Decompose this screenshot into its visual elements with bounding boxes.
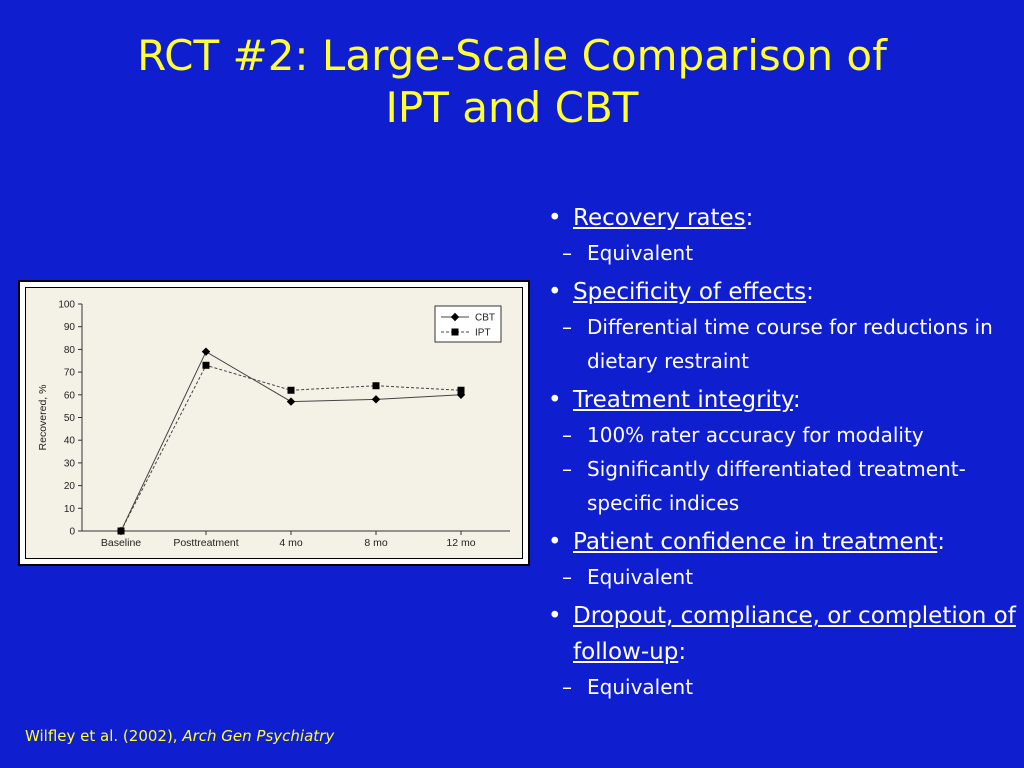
sub-bullet-item: Equivalent [548,670,1018,704]
bullet-heading: Specificity of effects [573,279,807,305]
data-point-square [451,328,459,336]
x-tick-label: 8 mo [364,537,388,549]
sub-bullet-item: Differential time course for reductions … [548,310,1018,378]
bullet-item: Dropout, compliance, or completion of fo… [548,598,1018,670]
data-point-square [372,382,380,390]
citation: Wilfley et al. (2002), Arch Gen Psychiat… [25,727,334,745]
legend-label: CBT [475,313,495,324]
y-tick-label: 0 [69,527,75,538]
bullet-item: Treatment integrity: [548,382,1018,418]
citation-authors: Wilfley et al. (2002), [25,727,183,745]
y-axis-label: Recovered, % [37,385,49,451]
x-tick-label: 12 mo [446,537,475,549]
bullet-colon: : [937,529,946,555]
series-line [120,350,462,532]
y-tick-label: 80 [64,345,76,356]
y-tick-label: 30 [64,458,76,469]
bullet-colon: : [678,639,687,665]
y-tick-label: 100 [58,300,75,311]
legend-box [434,305,502,343]
y-tick-label: 20 [64,481,76,492]
data-point-square [117,527,125,535]
y-tick-label: 60 [64,390,76,401]
bullet-colon: : [806,279,814,305]
legend-label: IPT [475,328,491,339]
bullet-item: Patient confidence in treatment: [548,524,1018,560]
slide-title: RCT #2: Large-Scale Comparison of IPT an… [0,30,1024,134]
bullet-item: Specificity of effects: [548,274,1018,310]
chart-panel: 0 10 20 30 40 50 60 70 80 90 100 Baseline Posttreatm… [25,287,523,559]
bullet-heading: Dropout, compliance, or completion of fo… [573,603,1016,665]
sub-bullet-item: Equivalent [548,560,1018,594]
bullet-heading: Patient confidence in treatment [573,529,938,555]
chart-frame: 0 10 20 30 40 50 60 70 80 90 100 Baseline Posttreatm… [18,280,530,566]
citation-journal: Arch Gen Psychiatry [182,727,335,745]
bullet-colon: : [745,205,754,231]
bullet-colon: : [792,387,801,413]
data-point-square [457,386,465,394]
data-point-diamond [371,395,381,404]
y-tick-label: 70 [64,368,76,379]
sub-bullet-item: Equivalent [548,236,1018,270]
recovery-line-chart: 0 10 20 30 40 50 60 70 80 90 100 Baseline Posttreatm… [37,300,510,549]
y-tick-label: 10 [64,504,76,515]
series-cbt [116,347,466,536]
data-point-diamond [286,397,296,406]
bullet-heading: Recovery rates [573,205,746,231]
y-tick-label: 50 [64,413,76,424]
sub-bullet-item: 100% rater accuracy for modality [548,418,1018,452]
bullet-item: Recovery rates: [548,200,1018,236]
title-line-1: RCT #2: Large-Scale Comparison of [137,31,887,80]
x-tick-label: Posttreatment [173,537,238,549]
data-point-diamond [450,312,460,322]
x-tick-label: Baseline [101,537,141,549]
series-ipt [117,361,465,535]
sub-bullet-item: Significantly differentiated treatment-s… [548,452,1018,520]
data-point-square [202,361,210,369]
bullet-list: Recovery rates:EquivalentSpecificity of … [548,196,1018,704]
data-point-square [287,386,295,394]
bullet-heading: Treatment integrity [573,387,793,413]
chart-legend: CBT IPT [434,305,502,343]
x-tick-label: 4 mo [279,537,303,549]
title-line-2: IPT and CBT [385,83,639,132]
y-tick-label: 40 [64,436,76,447]
data-point-diamond [201,347,211,356]
y-tick-label: 90 [64,322,76,333]
